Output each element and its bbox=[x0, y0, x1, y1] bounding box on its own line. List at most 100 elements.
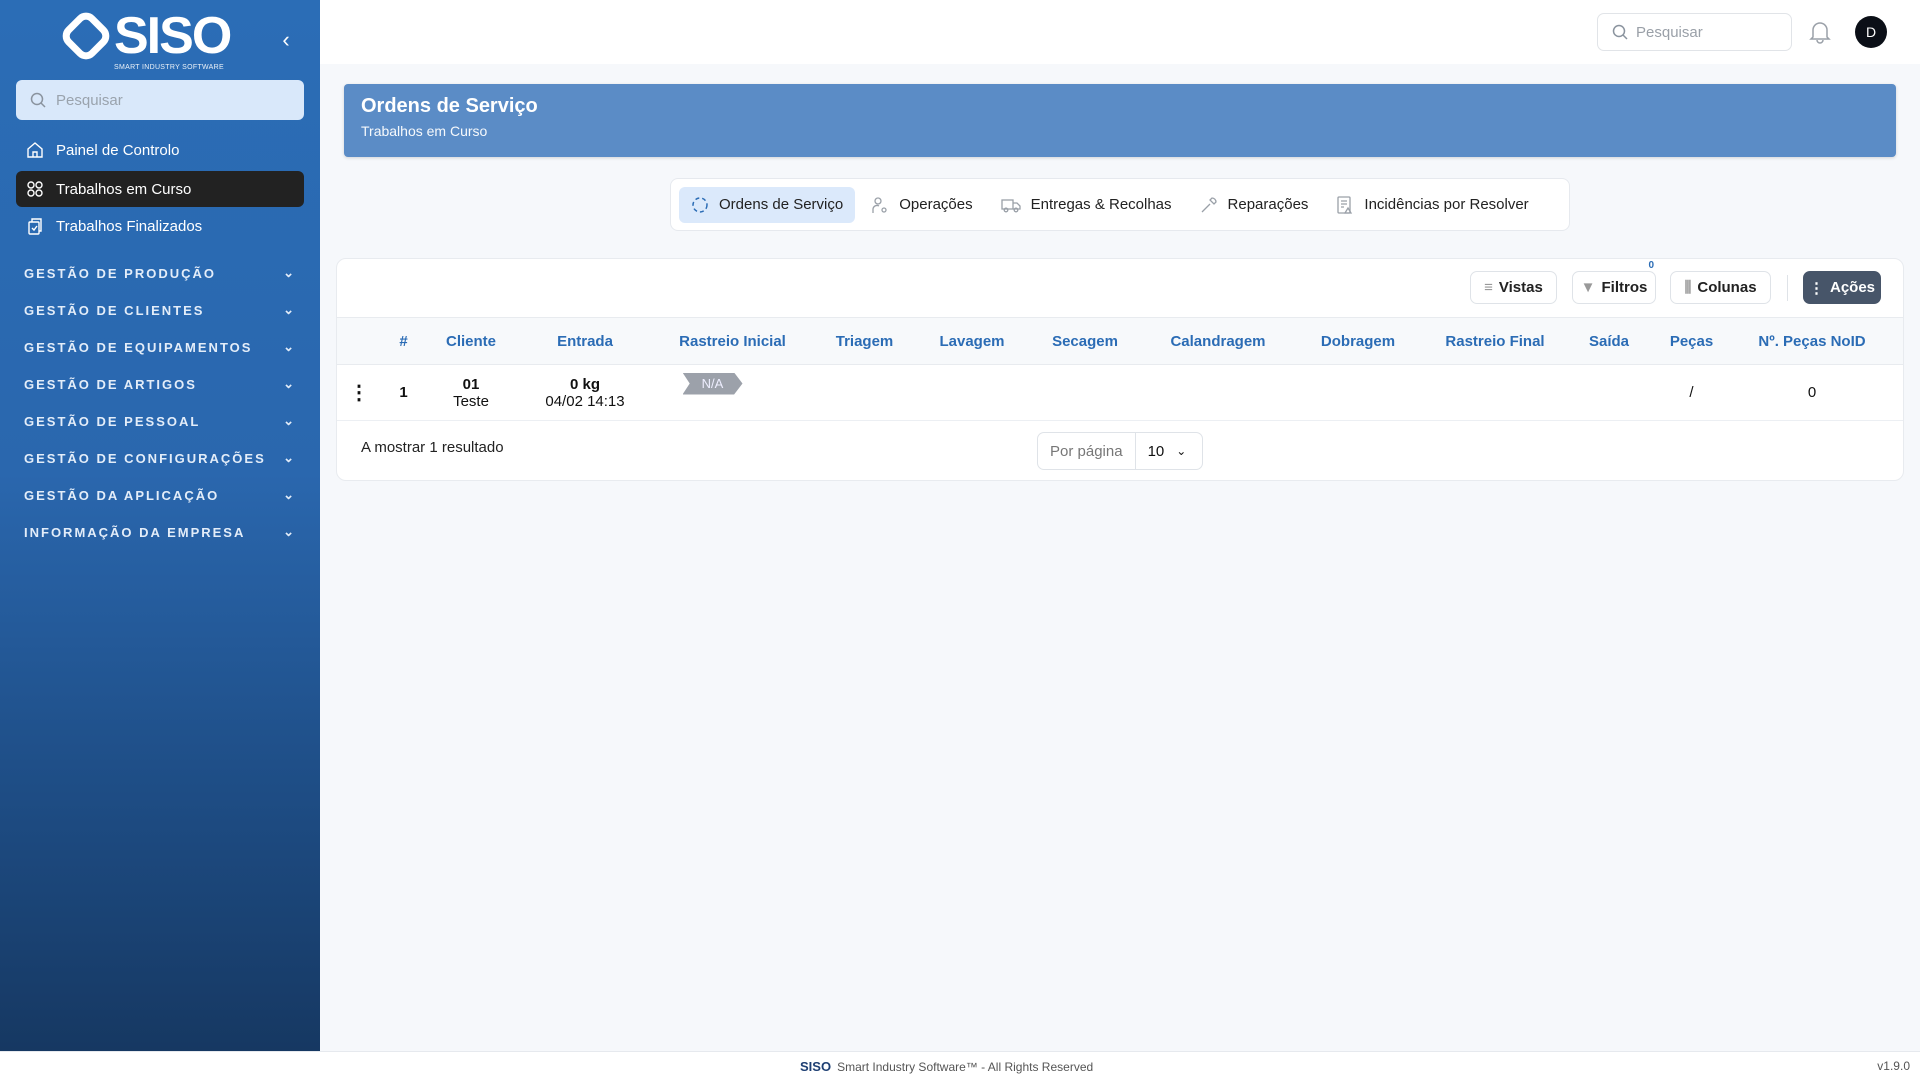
sidebar-section-gestao-de-producao[interactable]: GESTÃO DE PRODUÇÃO ⌄ bbox=[24, 263, 296, 283]
section-label: GESTÃO DA APLICAÇÃO bbox=[24, 487, 220, 503]
report-warning-icon bbox=[1337, 195, 1353, 214]
button-label: Colunas bbox=[1697, 279, 1757, 296]
chevron-down-icon: ⌄ bbox=[283, 265, 296, 280]
sidebar-item-label: Painel de Controlo bbox=[56, 141, 180, 159]
tab-bar: Ordens de Serviço Operações Entregas & R… bbox=[670, 178, 1570, 231]
chevron-down-icon: ⌄ bbox=[283, 487, 296, 502]
search-placeholder: Pesquisar bbox=[56, 91, 123, 109]
sidebar-section-gestao-de-artigos[interactable]: GESTÃO DE ARTIGOS ⌄ bbox=[24, 374, 296, 394]
section-label: GESTÃO DE ARTIGOS bbox=[24, 376, 197, 392]
column-header-dobragem[interactable]: Dobragem bbox=[1320, 332, 1396, 350]
sidebar-item-painel-de-controlo[interactable]: Painel de Controlo bbox=[16, 132, 304, 168]
column-header-triagem[interactable]: Triagem bbox=[835, 332, 894, 350]
page-title: Ordens de Serviço bbox=[361, 95, 538, 117]
tab-incidencias-por-resolver[interactable]: Incidências por Resolver bbox=[1324, 187, 1540, 223]
per-page-select[interactable]: Por página 10 ⌄ bbox=[1037, 432, 1203, 470]
table-header: # Cliente Entrada Rastreio Inicial Triag… bbox=[337, 317, 1903, 365]
section-label: GESTÃO DE CLIENTES bbox=[24, 302, 205, 318]
column-header-pecas-noid[interactable]: Nº. Peças NoID bbox=[1758, 332, 1866, 350]
row-number: 1 bbox=[399, 384, 408, 401]
sidebar-item-label: Trabalhos em Curso bbox=[56, 180, 192, 198]
column-header-lavagem[interactable]: Lavagem bbox=[939, 332, 1005, 350]
column-header-rastreio-inicial[interactable]: Rastreio Inicial bbox=[679, 332, 786, 350]
client-name: Teste bbox=[453, 392, 489, 410]
chevron-down-icon: ⌄ bbox=[283, 450, 296, 465]
section-label: GESTÃO DE EQUIPAMENTOS bbox=[24, 339, 253, 355]
filters-button[interactable]: ▼ Filtros 0 bbox=[1572, 260, 1657, 304]
sidebar-search-input[interactable]: Pesquisar bbox=[16, 80, 304, 120]
row-menu-icon[interactable]: ⋮ bbox=[349, 382, 369, 404]
table-row[interactable]: ⋮ 1 01 Teste 0 kg 04/02 14:13 N/A / 0 bbox=[337, 365, 1903, 421]
sidebar-section-gestao-de-configuracoes[interactable]: GESTÃO DE CONFIGURAÇÕES ⌄ bbox=[24, 448, 296, 468]
tab-label: Entregas & Recolhas bbox=[1030, 196, 1172, 213]
logo-mark-icon bbox=[57, 7, 115, 65]
status-badge: N/A bbox=[682, 372, 743, 395]
collapse-sidebar-chevron-icon[interactable]: ‹ bbox=[282, 27, 290, 52]
tab-label: Ordens de Serviço bbox=[719, 196, 844, 213]
siso-logo[interactable]: SISO SMART INDUSTRY SOFTWARE bbox=[57, 7, 232, 72]
search-icon bbox=[30, 92, 46, 108]
entry-date: 04/02 14:13 bbox=[545, 392, 625, 410]
button-label: Ações bbox=[1829, 279, 1876, 296]
views-button[interactable]: ≡ Vistas bbox=[1470, 271, 1557, 304]
chevron-down-icon: ⌄ bbox=[283, 524, 296, 539]
section-label: GESTÃO DE PESSOAL bbox=[24, 413, 201, 429]
cell-triagem bbox=[811, 365, 918, 420]
column-header-number[interactable]: # bbox=[399, 332, 408, 350]
sidebar-section-gestao-de-clientes[interactable]: GESTÃO DE CLIENTES ⌄ bbox=[24, 300, 296, 320]
sidebar-section-informacao-da-empresa[interactable]: INFORMAÇÃO DA EMPRESA ⌄ bbox=[24, 522, 296, 542]
per-page-dropdown[interactable]: 10 ⌄ bbox=[1136, 443, 1199, 460]
tab-reparacoes[interactable]: Reparações bbox=[1188, 187, 1321, 223]
user-settings-icon bbox=[872, 196, 887, 213]
tab-entregas-recolhas[interactable]: Entregas & Recolhas bbox=[989, 187, 1184, 223]
sidebar-section-gestao-de-pessoal[interactable]: GESTÃO DE PESSOAL ⌄ bbox=[24, 411, 296, 431]
column-header-entrada[interactable]: Entrada bbox=[557, 332, 613, 350]
results-summary: A mostrar 1 resultado bbox=[361, 439, 504, 456]
footer-logo: SISO bbox=[800, 1059, 832, 1074]
search-icon bbox=[1612, 24, 1628, 40]
cell-dobragem bbox=[1292, 365, 1424, 420]
grid-icon bbox=[27, 181, 43, 197]
filter-icon: ▼ bbox=[1580, 279, 1596, 296]
top-search-input[interactable]: Pesquisar bbox=[1597, 13, 1792, 51]
footer-copyright: Smart Industry Software™ - All Rights Re… bbox=[837, 1059, 1094, 1074]
column-header-pecas[interactable]: Peças bbox=[1669, 332, 1714, 350]
filters-count-badge: 0 bbox=[1645, 260, 1657, 271]
cell-pecas-noid: 0 bbox=[1807, 384, 1817, 401]
avatar[interactable]: D bbox=[1855, 16, 1887, 48]
section-label: GESTÃO DE CONFIGURAÇÕES bbox=[24, 450, 266, 466]
clipboard-icon bbox=[28, 218, 42, 235]
sidebar: SISO SMART INDUSTRY SOFTWARE ‹ Pesquisar… bbox=[0, 0, 320, 1051]
column-header-menu bbox=[337, 318, 381, 364]
column-header-secagem[interactable]: Secagem bbox=[1052, 332, 1118, 350]
more-vertical-icon: ⋮ bbox=[1808, 279, 1824, 297]
column-header-cliente[interactable]: Cliente bbox=[445, 332, 496, 350]
cell-secagem bbox=[1026, 365, 1144, 420]
columns-icon: ⫼ bbox=[1684, 279, 1692, 296]
chevron-down-icon: ⌄ bbox=[283, 413, 296, 428]
wrench-icon bbox=[1201, 196, 1217, 212]
logo-text: SISO bbox=[114, 7, 232, 65]
chevron-down-icon: ⌄ bbox=[1176, 444, 1187, 458]
column-header-saida[interactable]: Saída bbox=[1588, 332, 1630, 350]
cell-rastreio-final bbox=[1424, 365, 1566, 420]
columns-button[interactable]: ⫼ Colunas bbox=[1670, 271, 1771, 304]
per-page-value: 10 bbox=[1147, 442, 1165, 460]
sidebar-section-gestao-de-equipamentos[interactable]: GESTÃO DE EQUIPAMENTOS ⌄ bbox=[24, 337, 296, 357]
sidebar-item-trabalhos-em-curso[interactable]: Trabalhos em Curso bbox=[16, 171, 304, 207]
list-icon: ≡ bbox=[1484, 279, 1493, 296]
sidebar-item-trabalhos-finalizados[interactable]: Trabalhos Finalizados bbox=[16, 208, 304, 244]
tab-operacoes[interactable]: Operações bbox=[859, 187, 984, 223]
column-header-rastreio-final[interactable]: Rastreio Final bbox=[1445, 332, 1545, 350]
cell-rastreio-inicial: N/A bbox=[654, 365, 811, 420]
sidebar-section-gestao-da-aplicacao[interactable]: GESTÃO DA APLICAÇÃO ⌄ bbox=[24, 485, 296, 505]
column-header-calandragem[interactable]: Calandragem bbox=[1170, 332, 1266, 350]
search-placeholder: Pesquisar bbox=[1636, 23, 1703, 41]
bell-icon[interactable] bbox=[1809, 20, 1831, 44]
home-icon bbox=[27, 142, 43, 158]
entry-weight: 0 kg bbox=[569, 375, 600, 393]
actions-button[interactable]: ⋮ Ações bbox=[1803, 271, 1881, 304]
cell-calandragem bbox=[1144, 365, 1292, 420]
service-orders-card: ≡ Vistas ▼ Filtros 0 ⫼ Colunas ⋮ Ações # Clie… bbox=[336, 258, 1904, 481]
tab-ordens-de-servico[interactable]: Ordens de Serviço bbox=[679, 186, 856, 223]
